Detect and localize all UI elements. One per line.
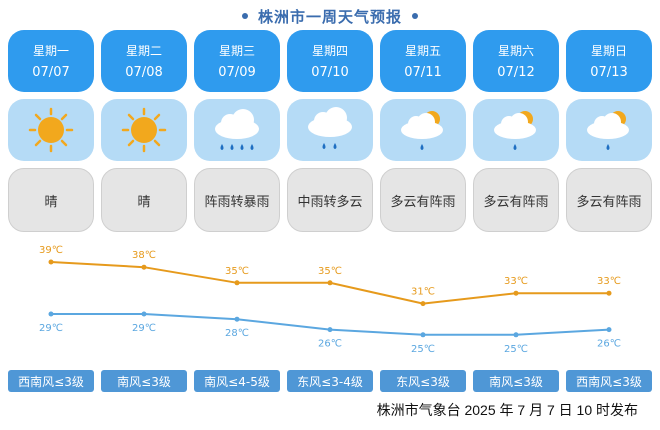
weekday-label: 星期二 bbox=[125, 44, 162, 58]
day-header: 星期日 07/13 bbox=[566, 30, 652, 92]
date-label: 07/08 bbox=[125, 65, 163, 80]
heavy-rain-icon bbox=[215, 109, 259, 150]
date-label: 07/13 bbox=[590, 65, 628, 80]
weather-description: 多云有阵雨 bbox=[473, 168, 559, 232]
high-temp-label: 38℃ bbox=[132, 250, 156, 261]
weather-description: 多云有阵雨 bbox=[566, 168, 652, 232]
weather-icon-cell bbox=[101, 99, 187, 161]
temperature-chart: 39℃ 38℃ 35℃ 35℃ 31℃ 33℃ 33℃ 29℃ 29℃ 28℃ 26℃ 25℃ 25℃ 2… bbox=[39, 245, 621, 355]
high-temp-label: 31℃ bbox=[411, 287, 435, 298]
high-temp-label: 39℃ bbox=[39, 245, 63, 256]
high-temp-point bbox=[420, 301, 426, 307]
weather-icon-cell bbox=[8, 99, 94, 161]
weather-description: 多云有阵雨 bbox=[380, 168, 466, 232]
date-label: 07/07 bbox=[32, 65, 70, 80]
high-temp-point bbox=[234, 280, 240, 286]
weather-text-row: 晴 晴 阵雨转暴雨 中雨转多云 多云有阵雨 多云有阵雨 多云有阵雨 bbox=[8, 168, 656, 232]
high-temp-label: 33℃ bbox=[597, 276, 621, 287]
sun-icon bbox=[121, 107, 167, 153]
weekday-label: 星期日 bbox=[590, 44, 627, 58]
high-temp-point bbox=[606, 290, 612, 296]
day-header: 星期二 07/08 bbox=[101, 30, 187, 92]
low-temp-label: 29℃ bbox=[132, 323, 156, 334]
low-temp-label: 25℃ bbox=[504, 344, 528, 355]
weather-icon-cell bbox=[566, 99, 652, 161]
weather-description: 晴 bbox=[101, 168, 187, 232]
weather-icon-cell bbox=[287, 99, 373, 161]
weekday-label: 星期四 bbox=[311, 44, 348, 58]
moderate-rain-icon bbox=[308, 107, 352, 149]
title-dot-left bbox=[241, 13, 248, 19]
wind-badge: 西南风≤3级 bbox=[8, 370, 94, 392]
wind-row: 西南风≤3级 南风≤3级 南风≤4-5级 东风≤3-4级 东风≤3级 南风≤3级… bbox=[8, 370, 656, 394]
high-temp-point bbox=[513, 290, 519, 296]
sun-icon bbox=[28, 107, 74, 153]
high-temp-label: 33℃ bbox=[504, 276, 528, 287]
publish-note: 株洲市气象台 2025 年 7 月 7 日 10 时发布 bbox=[376, 402, 638, 418]
weather-icon-row bbox=[8, 99, 656, 163]
low-temp-label: 26℃ bbox=[318, 339, 342, 350]
title-dot-right bbox=[412, 13, 418, 19]
weekday-label: 星期一 bbox=[32, 44, 69, 58]
weekday-label: 星期五 bbox=[404, 44, 441, 58]
cloudy-shower-icon bbox=[587, 111, 629, 150]
wind-badge: 东风≤3-4级 bbox=[287, 370, 373, 392]
low-temp-point bbox=[327, 327, 333, 333]
weather-icon-cell bbox=[380, 99, 466, 161]
low-temp-point bbox=[48, 311, 54, 317]
low-temp-point bbox=[606, 327, 612, 333]
high-temp-point bbox=[327, 280, 333, 286]
weather-description: 晴 bbox=[8, 168, 94, 232]
wind-badge: 南风≤4-5级 bbox=[194, 370, 280, 392]
day-header: 星期五 07/11 bbox=[380, 30, 466, 92]
date-label: 07/11 bbox=[404, 65, 442, 80]
low-temp-point bbox=[141, 311, 147, 317]
title-text: 株洲市一周天气预报 bbox=[257, 7, 402, 26]
low-temp-point bbox=[234, 316, 240, 322]
high-temp-point bbox=[141, 264, 147, 270]
day-header: 星期四 07/10 bbox=[287, 30, 373, 92]
weather-icon-cell bbox=[473, 99, 559, 161]
date-label: 07/09 bbox=[218, 65, 256, 80]
low-temp-label: 26℃ bbox=[597, 339, 621, 350]
day-header: 星期一 07/07 bbox=[8, 30, 94, 92]
low-temp-label: 29℃ bbox=[39, 323, 63, 334]
page-title: 株洲市一周天气预报 bbox=[0, 3, 660, 29]
day-header: 星期六 07/12 bbox=[473, 30, 559, 92]
wind-badge: 西南风≤3级 bbox=[566, 370, 652, 392]
weather-description: 阵雨转暴雨 bbox=[194, 168, 280, 232]
cloudy-shower-icon bbox=[401, 111, 443, 150]
day-header: 星期三 07/09 bbox=[194, 30, 280, 92]
low-temp-label: 25℃ bbox=[411, 344, 435, 355]
wind-badge: 南风≤3级 bbox=[101, 370, 187, 392]
cloudy-shower-icon bbox=[494, 111, 536, 150]
low-temp-point bbox=[420, 332, 426, 338]
weekday-label: 星期三 bbox=[218, 44, 255, 58]
weather-description: 中雨转多云 bbox=[287, 168, 373, 232]
weekday-label: 星期六 bbox=[497, 44, 534, 58]
date-label: 07/12 bbox=[497, 65, 535, 80]
weather-icon-cell bbox=[194, 99, 280, 161]
low-temp-label: 28℃ bbox=[225, 328, 249, 339]
low-temp-point bbox=[513, 332, 519, 338]
date-label: 07/10 bbox=[311, 65, 349, 80]
day-header-row: 星期一 07/07 星期二 07/08 星期三 07/09 星期四 07/10 星期五 0… bbox=[8, 30, 656, 94]
wind-badge: 南风≤3级 bbox=[473, 370, 559, 392]
high-temp-label: 35℃ bbox=[318, 266, 342, 277]
high-temp-point bbox=[48, 259, 54, 265]
high-temp-label: 35℃ bbox=[225, 266, 249, 277]
wind-badge: 东风≤3级 bbox=[380, 370, 466, 392]
